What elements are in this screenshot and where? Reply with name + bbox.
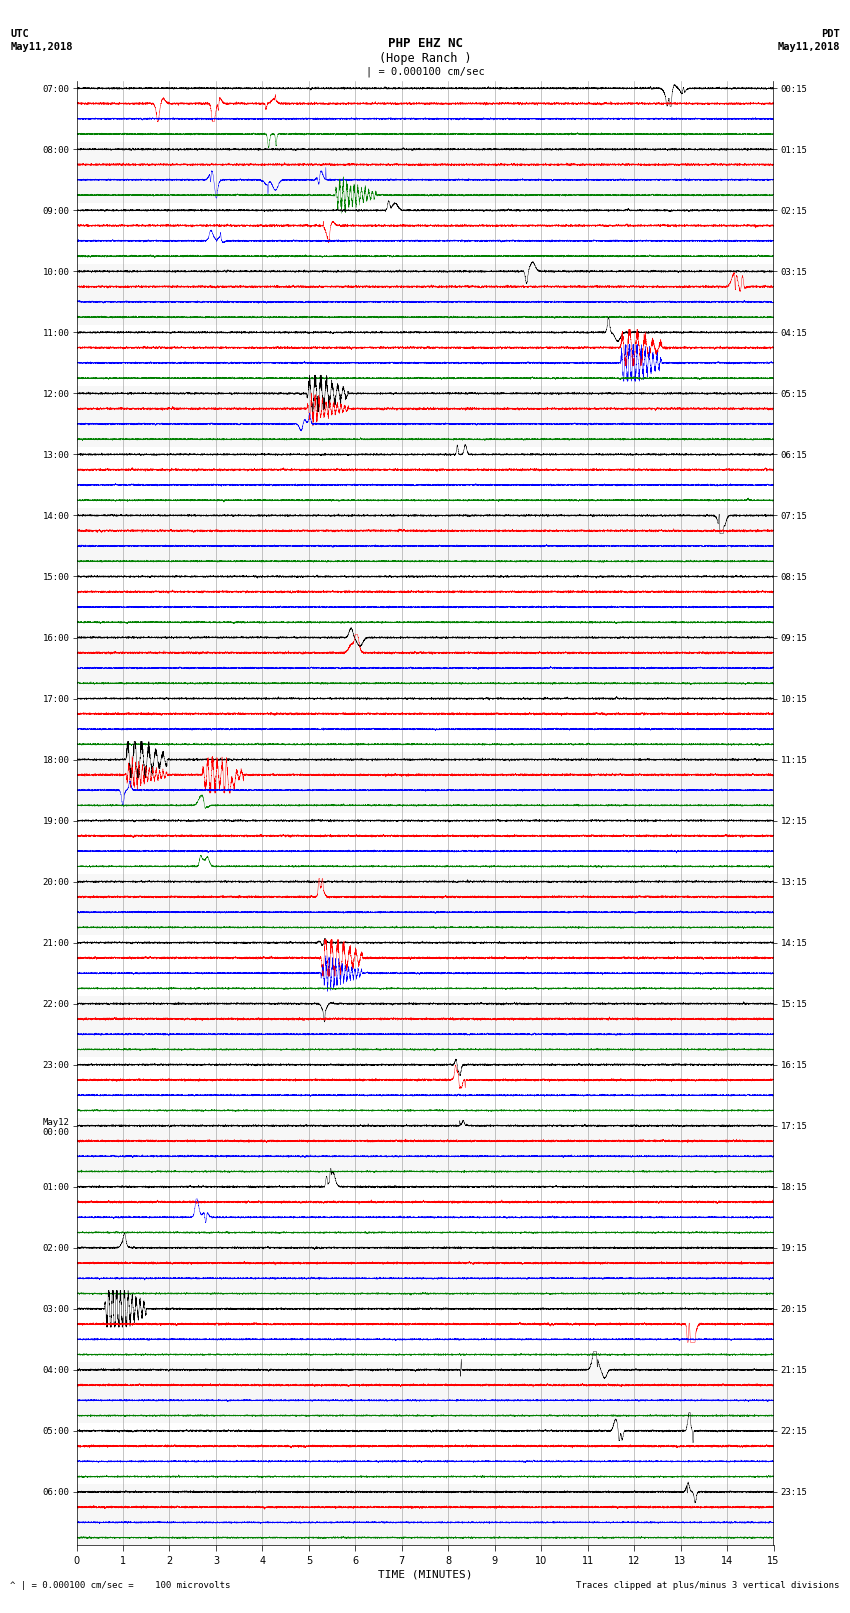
Bar (76, 1118, 774, 1179)
Bar (76, 265, 774, 324)
Text: PDT: PDT (821, 29, 840, 39)
Text: May11,2018: May11,2018 (777, 42, 840, 52)
Text: ^ | = 0.000100 cm/sec =    100 microvolts: ^ | = 0.000100 cm/sec = 100 microvolts (10, 1581, 230, 1590)
Bar (76, 386, 774, 447)
Text: May11,2018: May11,2018 (10, 42, 73, 52)
Text: PHP EHZ NC: PHP EHZ NC (388, 37, 462, 50)
Bar (76, 752, 774, 813)
Bar (76, 142, 774, 203)
Text: Traces clipped at plus/minus 3 vertical divisions: Traces clipped at plus/minus 3 vertical … (576, 1581, 840, 1590)
Bar (76, 508, 774, 569)
Bar (76, 997, 774, 1057)
Bar (76, 631, 774, 690)
Bar (76, 874, 774, 936)
Text: UTC: UTC (10, 29, 29, 39)
X-axis label: TIME (MINUTES): TIME (MINUTES) (377, 1569, 473, 1579)
Bar (76, 1361, 774, 1423)
Bar (76, 1484, 774, 1545)
Text: | = 0.000100 cm/sec: | = 0.000100 cm/sec (366, 66, 484, 77)
Bar (76, 1240, 774, 1302)
Text: (Hope Ranch ): (Hope Ranch ) (379, 52, 471, 65)
